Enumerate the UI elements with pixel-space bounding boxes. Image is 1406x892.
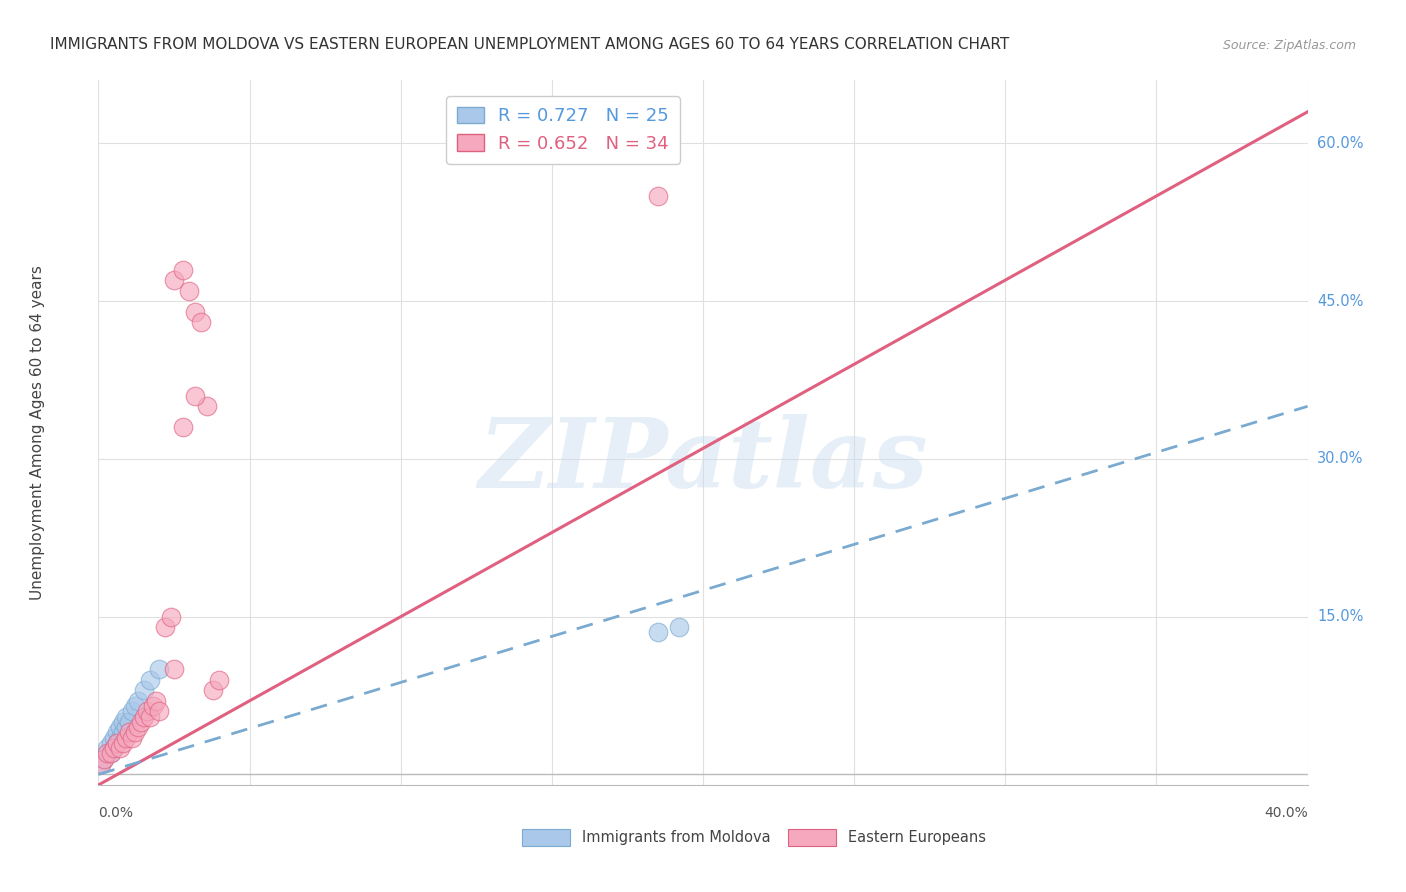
Point <box>93 752 115 766</box>
Point <box>124 699 146 714</box>
Text: Eastern Europeans: Eastern Europeans <box>848 830 986 846</box>
Text: 15.0%: 15.0% <box>1317 609 1364 624</box>
Text: 30.0%: 30.0% <box>1317 451 1364 467</box>
Point <box>153 620 176 634</box>
Point <box>100 747 122 761</box>
Legend: R = 0.727   N = 25, R = 0.652   N = 34: R = 0.727 N = 25, R = 0.652 N = 34 <box>446 96 681 163</box>
Point <box>172 420 194 434</box>
Point <box>184 304 207 318</box>
Point <box>121 704 143 718</box>
Point <box>132 683 155 698</box>
Point <box>96 747 118 761</box>
Point <box>179 284 201 298</box>
Text: 60.0%: 60.0% <box>1317 136 1364 151</box>
Point <box>100 736 122 750</box>
Point <box>135 704 157 718</box>
Point <box>114 709 136 723</box>
Point <box>190 315 212 329</box>
Point <box>142 699 165 714</box>
Point <box>647 625 669 640</box>
Point <box>647 189 669 203</box>
Point <box>129 714 152 729</box>
Point <box>118 714 141 729</box>
Text: 0.0%: 0.0% <box>98 806 134 820</box>
Text: Unemployment Among Ages 60 to 64 years: Unemployment Among Ages 60 to 64 years <box>31 265 45 600</box>
Point <box>202 683 225 698</box>
Point <box>121 731 143 745</box>
Point <box>163 273 186 287</box>
Point <box>103 741 125 756</box>
Point <box>105 736 128 750</box>
Point <box>96 747 118 761</box>
Point <box>127 694 149 708</box>
Point <box>195 400 218 414</box>
Point <box>208 673 231 687</box>
Point <box>111 736 134 750</box>
Point <box>93 752 115 766</box>
Point <box>114 720 136 734</box>
Point <box>668 620 690 634</box>
Point <box>184 389 207 403</box>
Point <box>124 725 146 739</box>
Text: IMMIGRANTS FROM MOLDOVA VS EASTERN EUROPEAN UNEMPLOYMENT AMONG AGES 60 TO 64 YEA: IMMIGRANTS FROM MOLDOVA VS EASTERN EUROP… <box>51 37 1010 52</box>
Text: 40.0%: 40.0% <box>1264 806 1308 820</box>
Point <box>90 756 112 771</box>
Point <box>100 747 122 761</box>
Text: ZIPatlas: ZIPatlas <box>478 414 928 508</box>
Point <box>96 741 118 756</box>
Point <box>108 731 131 745</box>
Point <box>148 662 170 676</box>
Point <box>127 720 149 734</box>
Point <box>105 736 128 750</box>
Point <box>90 756 112 771</box>
Point <box>163 662 186 676</box>
Point <box>160 609 183 624</box>
FancyBboxPatch shape <box>522 830 569 847</box>
Point <box>111 725 134 739</box>
Point <box>108 720 131 734</box>
Point <box>132 709 155 723</box>
Point <box>139 709 162 723</box>
Point <box>105 725 128 739</box>
Text: 45.0%: 45.0% <box>1317 293 1364 309</box>
Point <box>145 694 167 708</box>
Point <box>148 704 170 718</box>
Point <box>118 725 141 739</box>
Point <box>139 673 162 687</box>
Text: Source: ZipAtlas.com: Source: ZipAtlas.com <box>1223 39 1355 52</box>
Point <box>114 731 136 745</box>
Point <box>111 714 134 729</box>
FancyBboxPatch shape <box>787 830 837 847</box>
Text: Immigrants from Moldova: Immigrants from Moldova <box>582 830 770 846</box>
Point <box>103 731 125 745</box>
Point <box>108 741 131 756</box>
Point <box>172 262 194 277</box>
Point <box>103 741 125 756</box>
